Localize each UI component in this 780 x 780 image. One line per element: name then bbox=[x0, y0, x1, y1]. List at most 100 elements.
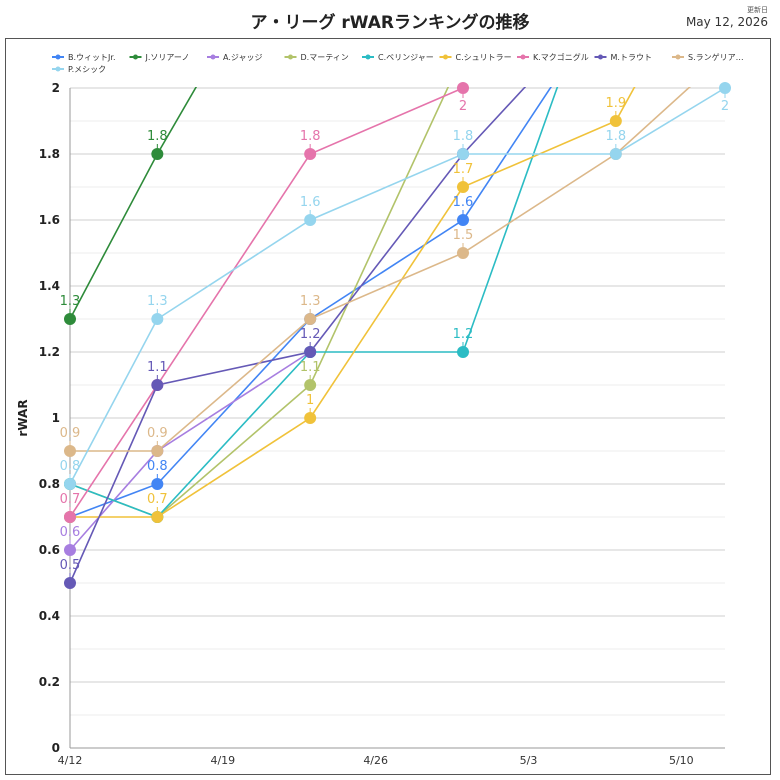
data-point[interactable] bbox=[64, 544, 76, 556]
data-point[interactable] bbox=[609, 148, 622, 160]
data-point[interactable] bbox=[64, 577, 76, 589]
legend-label: B.ウィットJr. bbox=[68, 53, 116, 62]
y-tick-label: 1.2 bbox=[39, 345, 60, 359]
legend-item[interactable]: S.ランゲリア… bbox=[672, 52, 744, 62]
data-point[interactable] bbox=[719, 82, 731, 94]
legend-label: J.ソリアーノ bbox=[145, 53, 190, 62]
y-axis: 0 0.2 0.4 0.6 0.8 1 1.2 1.4 1.6 1.8 2 bbox=[39, 81, 60, 755]
data-label: 1.5 bbox=[453, 228, 474, 243]
legend-swatch-dot bbox=[210, 54, 216, 60]
series-line bbox=[69, 87, 726, 485]
data-point[interactable] bbox=[304, 346, 317, 358]
y-tick-label: 0.6 bbox=[39, 543, 60, 557]
data-point[interactable] bbox=[457, 148, 469, 160]
data-point[interactable] bbox=[457, 346, 469, 358]
legend-item[interactable]: D.マーティン bbox=[284, 53, 349, 62]
chart-frame bbox=[5, 38, 771, 775]
gridlines bbox=[70, 87, 725, 749]
legend: B.ウィットJr. J.ソリアーノ A.ジャッジ D.マーティン C.ベリンジャー C.シ… bbox=[52, 52, 744, 74]
legend-label: K.マクゴニグル bbox=[533, 52, 589, 62]
y-tick-label: 1.8 bbox=[39, 147, 60, 161]
data-point[interactable] bbox=[457, 181, 469, 193]
y-tick-label: 0.2 bbox=[39, 675, 60, 689]
series-line bbox=[70, 87, 691, 452]
legend-label: C.ベリンジャー bbox=[378, 53, 434, 62]
data-point[interactable] bbox=[304, 313, 317, 325]
data-point[interactable] bbox=[64, 445, 76, 457]
legend-swatch-dot bbox=[55, 66, 61, 72]
data-label: 1.8 bbox=[147, 129, 168, 144]
data-point[interactable] bbox=[151, 148, 164, 160]
data-point[interactable] bbox=[304, 214, 317, 226]
y-tick-label: 0.4 bbox=[39, 609, 60, 623]
data-point[interactable] bbox=[609, 115, 622, 127]
legend-swatch-dot bbox=[133, 54, 138, 60]
data-label: 0.5 bbox=[60, 558, 81, 573]
data-label: 0.7 bbox=[60, 492, 81, 507]
legend-swatch-dot bbox=[520, 54, 526, 60]
data-label: 1.8 bbox=[605, 129, 626, 144]
legend-label: S.ランゲリア… bbox=[688, 52, 744, 62]
data-label: 0.6 bbox=[60, 525, 81, 540]
legend-item[interactable]: K.マクゴニグル bbox=[517, 52, 589, 62]
data-point[interactable] bbox=[457, 82, 469, 94]
data-label: 1.1 bbox=[300, 360, 321, 375]
series-line bbox=[69, 87, 198, 320]
y-tick-label: 1.6 bbox=[39, 213, 60, 227]
data-label: 1.8 bbox=[300, 129, 321, 144]
data-point[interactable] bbox=[457, 247, 469, 259]
data-label: 1.7 bbox=[453, 162, 474, 177]
x-tick-label: 4/26 bbox=[363, 754, 388, 767]
x-tick-label: 4/12 bbox=[58, 754, 83, 767]
legend-swatch-dot bbox=[55, 54, 61, 60]
legend-item[interactable]: J.ソリアーノ bbox=[129, 53, 190, 62]
legend-item[interactable]: C.シュリトラー bbox=[439, 53, 512, 62]
legend-label: A.ジャッジ bbox=[223, 53, 262, 62]
data-label: 1.1 bbox=[147, 360, 168, 375]
data-label: 1.2 bbox=[300, 327, 321, 342]
legend-label: D.マーティン bbox=[301, 53, 349, 62]
data-label: 2 bbox=[721, 99, 729, 114]
data-point[interactable] bbox=[64, 478, 76, 490]
updated-date: May 12, 2026 bbox=[685, 15, 768, 29]
y-tick-label: 1.4 bbox=[39, 279, 60, 293]
data-label: 0.7 bbox=[147, 492, 168, 507]
data-label: 0.8 bbox=[147, 459, 168, 474]
data-point[interactable] bbox=[151, 379, 164, 391]
x-axis: 4/12 4/19 4/26 5/3 5/10 bbox=[58, 754, 694, 767]
x-tick-label: 5/10 bbox=[669, 754, 694, 767]
legend-item[interactable]: B.ウィットJr. bbox=[52, 53, 116, 62]
legend-item[interactable]: A.ジャッジ bbox=[207, 53, 262, 62]
legend-swatch-dot bbox=[365, 54, 371, 60]
data-point[interactable] bbox=[64, 313, 76, 325]
data-point[interactable] bbox=[151, 511, 164, 523]
data-label: 0.8 bbox=[60, 459, 81, 474]
data-point[interactable] bbox=[304, 379, 317, 391]
data-point[interactable] bbox=[151, 478, 164, 490]
data-point[interactable] bbox=[457, 214, 469, 226]
data-label: 1.3 bbox=[147, 294, 168, 309]
data-point[interactable] bbox=[304, 148, 317, 160]
data-point[interactable] bbox=[151, 445, 164, 457]
data-point[interactable] bbox=[64, 511, 76, 523]
y-tick-label: 2 bbox=[52, 81, 60, 95]
chart-title: ア・リーグ rWARランキングの推移 bbox=[250, 13, 530, 33]
y-tick-label: 0 bbox=[52, 741, 60, 755]
legend-label: C.シュリトラー bbox=[456, 53, 512, 62]
legend-item[interactable]: C.ベリンジャー bbox=[362, 53, 434, 62]
data-labels: 0.8 1.6 1.3 1.8 0.6 1.1 1.2 0.7 1 1.7 1.9 0.7 1.8 2 0.… bbox=[60, 94, 729, 577]
data-point[interactable] bbox=[304, 412, 317, 424]
data-label: 1.8 bbox=[453, 129, 474, 144]
legend-item[interactable]: M.トラウト bbox=[594, 53, 652, 62]
data-label: 1.6 bbox=[453, 195, 474, 210]
legend-swatch-dot bbox=[675, 54, 681, 60]
data-point[interactable] bbox=[151, 313, 164, 325]
updated-label: 更新日 bbox=[747, 6, 768, 14]
y-axis-title: rWAR bbox=[16, 399, 30, 436]
y-tick-label: 0.8 bbox=[39, 477, 60, 491]
legend-item[interactable]: P.メシック bbox=[52, 65, 106, 74]
legend-swatch-dot bbox=[288, 54, 293, 60]
legend-label: M.トラウト bbox=[611, 53, 652, 62]
legend-label: P.メシック bbox=[68, 65, 106, 74]
